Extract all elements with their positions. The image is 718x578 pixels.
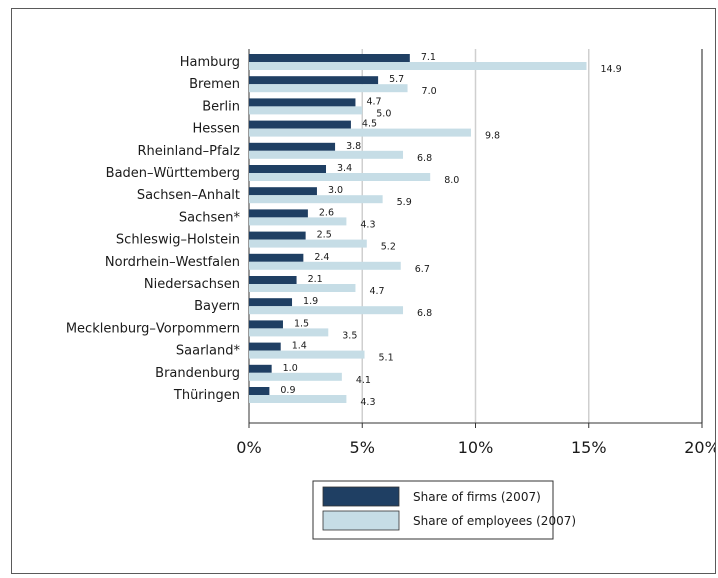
data-label-employees: 4.3 xyxy=(360,219,375,230)
bar-firms xyxy=(249,253,304,262)
data-label-employees: 9.8 xyxy=(485,131,500,142)
category-label: Rheinland–Pfalz xyxy=(137,144,240,159)
bar-firms xyxy=(249,98,356,107)
data-label-firms: 1.9 xyxy=(303,296,318,307)
data-label-employees: 6.8 xyxy=(417,308,432,319)
bar-employees xyxy=(249,395,347,403)
bar-employees xyxy=(249,128,471,137)
data-label-employees: 6.8 xyxy=(417,153,432,164)
data-label-employees: 4.3 xyxy=(360,397,375,408)
data-label-firms: 3.8 xyxy=(346,141,361,152)
bar-employees xyxy=(249,84,408,93)
legend-entry: Share of firms (2007) xyxy=(413,490,541,504)
bar-firms xyxy=(249,387,270,395)
data-label-firms: 4.7 xyxy=(366,96,381,107)
bar-firms xyxy=(249,142,336,151)
data-label-firms: 1.4 xyxy=(292,341,307,352)
data-label-employees: 14.9 xyxy=(600,64,621,75)
data-label-firms: 3.0 xyxy=(328,185,343,196)
data-label-employees: 5.9 xyxy=(397,197,412,208)
bar-firms xyxy=(249,342,281,351)
bar-employees xyxy=(249,173,431,181)
bar-employees xyxy=(249,372,342,381)
data-label-firms: 7.1 xyxy=(421,52,436,63)
data-label-firms: 2.5 xyxy=(317,230,332,241)
data-label-employees: 5.1 xyxy=(379,353,394,364)
category-label: Baden–Württemberg xyxy=(106,166,240,181)
data-label-employees: 4.1 xyxy=(356,375,371,386)
bar-firms xyxy=(249,120,351,129)
data-label-employees: 5.2 xyxy=(381,242,396,253)
data-label-firms: 1.5 xyxy=(294,318,309,329)
bar-employees xyxy=(249,217,347,226)
category-label: Saarland* xyxy=(176,344,241,359)
bar-employees xyxy=(249,261,401,270)
category-label: Mecklenburg–Vorpommern xyxy=(66,321,240,336)
bar-employees xyxy=(249,62,587,70)
data-label-firms: 3.4 xyxy=(337,163,352,174)
category-label: Bayern xyxy=(194,299,240,314)
data-label-firms: 0.9 xyxy=(280,385,295,396)
x-tick-label: 20% xyxy=(684,438,715,457)
category-label: Niedersachsen xyxy=(144,277,240,292)
category-label: Sachsen* xyxy=(179,210,241,225)
data-label-employees: 3.5 xyxy=(342,330,357,341)
data-label-employees: 5.0 xyxy=(376,108,391,119)
data-label-employees: 6.7 xyxy=(415,264,430,275)
chart-frame: 0% 5% 10% 15% 20% Hamburg 7.1 14.9 Bremen 5.7 7.0 B… xyxy=(11,8,716,574)
bar-employees xyxy=(249,195,383,204)
data-label-firms: 4.5 xyxy=(362,119,377,130)
bar-firms xyxy=(249,209,308,218)
category-label: Sachsen–Anhalt xyxy=(137,188,240,203)
x-tick-label: 15% xyxy=(571,438,607,457)
category-label: Hamburg xyxy=(180,55,240,70)
data-label-employees: 7.0 xyxy=(422,86,437,97)
category-label: Brandenburg xyxy=(155,366,240,381)
x-tick-label: 5% xyxy=(350,438,375,457)
x-tick-label: 10% xyxy=(458,438,494,457)
bar-firms xyxy=(249,320,283,329)
bar-employees xyxy=(249,306,404,315)
data-label-firms: 1.0 xyxy=(283,363,298,374)
bar-firms xyxy=(249,364,272,373)
bar-employees xyxy=(249,106,363,115)
legend-swatch xyxy=(322,510,400,531)
bar-employees xyxy=(249,239,367,248)
legend-swatch xyxy=(322,486,400,507)
bar-firms xyxy=(249,276,297,284)
data-label-firms: 2.1 xyxy=(308,274,323,285)
bar-firms xyxy=(249,54,410,62)
category-label: Thüringen xyxy=(173,388,240,403)
data-label-employees: 4.7 xyxy=(369,286,384,297)
bar-firms xyxy=(249,165,327,173)
bar-firms xyxy=(249,76,379,85)
category-label: Berlin xyxy=(202,99,240,114)
x-tick-label: 0% xyxy=(236,438,261,457)
legend-entry: Share of employees (2007) xyxy=(413,514,576,528)
category-label: Schleswig–Holstein xyxy=(116,233,240,248)
bar-firms xyxy=(249,298,293,307)
bar-employees xyxy=(249,350,365,359)
data-label-firms: 2.4 xyxy=(314,252,329,263)
bar-employees xyxy=(249,150,404,159)
category-label: Hessen xyxy=(192,122,240,137)
category-label: Bremen xyxy=(189,77,240,92)
category-label: Nordrhein–Westfalen xyxy=(105,255,240,270)
data-label-firms: 2.6 xyxy=(319,207,334,218)
bar-chart: 0% 5% 10% 15% 20% Hamburg 7.1 14.9 Bremen 5.7 7.0 B… xyxy=(66,49,715,540)
bar-firms xyxy=(249,187,317,196)
data-label-employees: 8.0 xyxy=(444,175,459,186)
bar-employees xyxy=(249,328,329,337)
data-label-firms: 5.7 xyxy=(389,74,404,85)
bar-employees xyxy=(249,284,356,292)
bar-firms xyxy=(249,231,306,240)
